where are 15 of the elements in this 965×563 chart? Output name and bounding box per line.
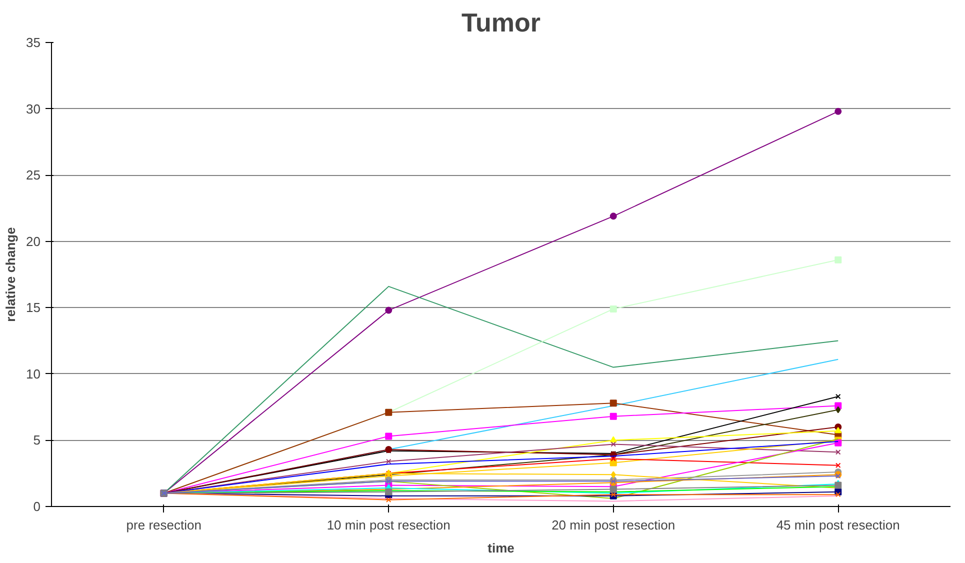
y-tick-label: 0 [33, 499, 41, 514]
y-tick-label: 10 [26, 366, 41, 382]
x-axis-title: time [488, 540, 514, 556]
x-tick-label: 45 min post resection [776, 518, 900, 532]
y-tick-label: 5 [33, 432, 41, 448]
y-tick-label: 25 [26, 168, 41, 183]
chart-title: Tumor [462, 8, 540, 38]
y-tick-label: 15 [26, 300, 41, 316]
x-tick-label: pre resection [126, 518, 202, 532]
y-tick-label: 30 [26, 101, 41, 116]
y-tick-label: 35 [26, 35, 41, 50]
y-axis-title: relative change [3, 227, 18, 322]
x-tick-label: 20 min post resection [552, 518, 676, 532]
y-tick-label: 20 [26, 234, 41, 249]
x-tick-label: 10 min post resection [326, 518, 450, 532]
